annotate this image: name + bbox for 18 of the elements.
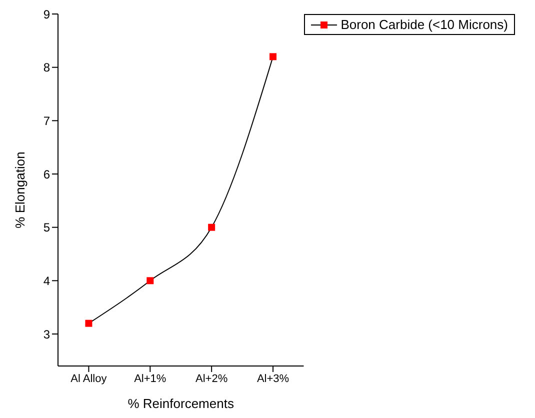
point [85, 320, 92, 327]
y-tick-label: 3 [43, 327, 50, 342]
y-axis-title: % Elongation [12, 152, 28, 228]
y-tick-label: 5 [43, 220, 50, 235]
x-axis-title: % Reinforcements [128, 396, 234, 411]
y-tick-label: 6 [43, 167, 50, 182]
point [208, 224, 216, 231]
y-tick-label: 7 [43, 114, 50, 128]
y-tick-label: 4 [43, 274, 50, 288]
x-tick-label: Al Alloy [70, 372, 108, 385]
legend-label: Boron Carbide (<10 Microns) [340, 17, 508, 32]
y-tick-label: 9 [43, 7, 50, 22]
x-tick-label: Al+3% [256, 372, 290, 385]
point [270, 53, 277, 60]
x-tick-label: Al+1% [134, 372, 166, 385]
point [146, 277, 154, 284]
y-tick-label: 8 [43, 60, 50, 75]
x-tick-label: Al+2% [196, 372, 228, 385]
